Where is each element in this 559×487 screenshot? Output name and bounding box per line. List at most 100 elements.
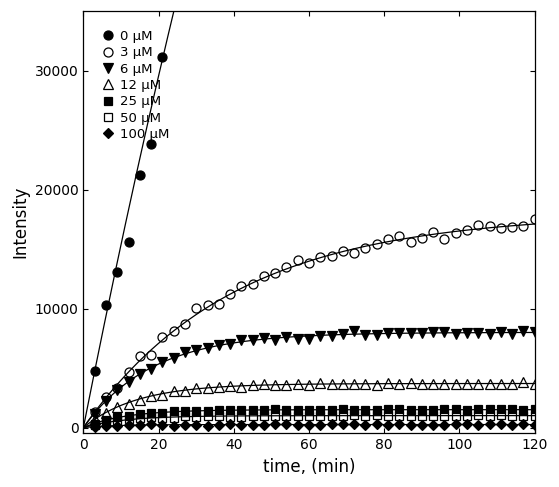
3 μM [520,223,527,228]
25 μM [260,408,267,413]
25 μM [204,408,211,414]
12 μM [509,381,515,387]
3 μM [260,273,267,279]
12 μM [385,380,391,386]
6 μM [430,329,437,335]
12 μM [339,381,346,387]
12 μM [283,382,290,388]
12 μM [396,381,402,387]
12 μM [328,381,335,387]
25 μM [295,407,301,412]
3 μM [486,223,493,228]
12 μM [452,381,459,387]
25 μM [532,406,538,412]
25 μM [114,414,121,420]
3 μM [351,250,358,256]
100 μM [249,422,256,428]
12 μM [475,381,482,387]
25 μM [463,407,470,412]
50 μM [283,413,290,419]
100 μM [475,422,482,428]
100 μM [430,422,437,428]
6 μM [249,337,256,343]
12 μM [362,381,369,387]
12 μM [103,410,110,416]
100 μM [114,423,121,429]
6 μM [463,330,470,336]
6 μM [238,337,245,343]
50 μM [419,413,425,419]
25 μM [419,407,425,413]
6 μM [125,379,132,385]
3 μM [441,236,448,242]
50 μM [362,413,369,419]
25 μM [452,407,459,412]
6 μM [532,329,538,335]
3 μM [498,225,504,231]
50 μM [509,413,515,419]
25 μM [227,408,234,413]
25 μM [91,421,98,427]
50 μM [339,413,346,419]
12 μM [430,381,437,387]
12 μM [136,397,143,403]
100 μM [193,422,200,428]
6 μM [328,333,335,339]
25 μM [441,407,448,412]
25 μM [103,417,110,423]
50 μM [159,415,165,421]
100 μM [295,422,301,428]
25 μM [328,407,335,413]
25 μM [159,410,165,416]
Y-axis label: Intensity: Intensity [11,186,29,259]
25 μM [136,412,143,417]
6 μM [170,356,177,361]
50 μM [351,412,358,418]
25 μM [373,407,380,412]
6 μM [204,345,211,351]
12 μM [351,381,358,387]
6 μM [441,329,448,335]
Line: 0 μM: 0 μM [90,0,539,375]
12 μM [306,382,312,388]
3 μM [295,257,301,263]
6 μM [91,411,98,416]
100 μM [317,422,324,428]
50 μM [430,412,437,418]
100 μM [362,422,369,428]
50 μM [463,412,470,418]
50 μM [498,412,504,418]
50 μM [215,413,222,419]
100 μM [204,423,211,429]
3 μM [249,281,256,286]
3 μM [328,253,335,259]
25 μM [351,407,358,413]
25 μM [520,407,527,413]
25 μM [272,407,278,412]
50 μM [249,413,256,419]
25 μM [486,407,493,412]
12 μM [91,416,98,422]
100 μM [486,421,493,427]
3 μM [532,216,538,222]
100 μM [328,421,335,427]
12 μM [260,381,267,387]
3 μM [170,328,177,334]
50 μM [148,414,154,420]
50 μM [227,413,234,419]
50 μM [520,412,527,418]
3 μM [396,233,402,239]
3 μM [339,248,346,254]
25 μM [283,407,290,413]
50 μM [170,414,177,420]
Line: 50 μM: 50 μM [91,411,538,429]
3 μM [373,242,380,247]
50 μM [373,412,380,418]
50 μM [306,413,312,419]
6 μM [520,328,527,334]
100 μM [441,422,448,428]
3 μM [430,229,437,235]
50 μM [317,413,324,419]
3 μM [103,394,110,400]
6 μM [260,336,267,341]
